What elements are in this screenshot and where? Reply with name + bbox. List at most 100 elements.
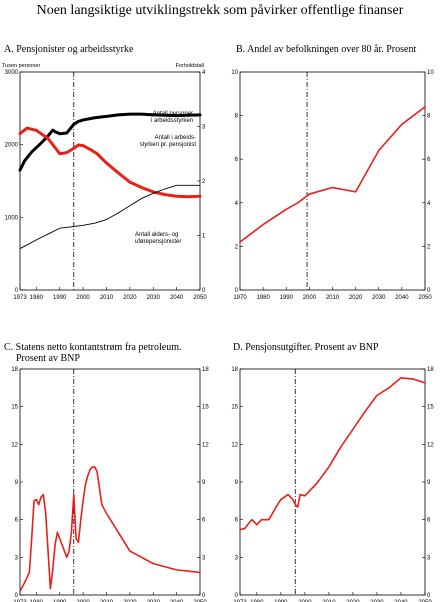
panel-b-series-line-1 <box>239 106 426 243</box>
panel-b-y-tick-label: 4 <box>235 201 239 207</box>
panel-a-x-tick-label: 1980 <box>30 295 44 301</box>
panel-c-y-tick-label: 0 <box>15 593 19 599</box>
panel-d-y-tick-label: 3 <box>235 555 239 561</box>
panel-d-x-tick-label: 2020 <box>346 600 360 602</box>
panel-a-x-tick-label: 2010 <box>100 295 114 301</box>
panel-a-right-tick-label: 0 <box>202 288 206 294</box>
panel-d-x-tick-label: 2000 <box>298 600 312 602</box>
panel-c-right-tick-label: 15 <box>202 405 209 411</box>
panel-c-x-tick-label: 1973 <box>13 600 27 602</box>
panel-c-petroleum-cashflow: C. Statens netto kontantstrøm fra petrol… <box>4 342 209 602</box>
panel-b-right-tick-label: 6 <box>427 157 431 163</box>
panel-a-series-label: Antall personer <box>153 111 193 117</box>
panel-b-share-over-80: B. Andel av befolkningen over 80 år. Pro… <box>231 44 434 301</box>
panel-a-series-label: Antall alders- og <box>135 232 178 238</box>
panel-d-right-tick-label: 12 <box>427 442 434 448</box>
panel-d-y-tick-label: 15 <box>231 405 238 411</box>
panel-c-y-tick-label: 12 <box>11 442 18 448</box>
panel-c-y-tick-label: 3 <box>15 555 19 561</box>
panel-d-y-tick-label: 9 <box>235 480 239 486</box>
panel-c-x-tick-label: 2010 <box>100 600 114 602</box>
panel-a-right-axis-label: Forholdstall <box>176 63 204 69</box>
panel-c-right-tick-label: 3 <box>202 555 206 561</box>
panel-c-right-tick-label: 12 <box>202 442 209 448</box>
panel-a-right-tick-label: 2 <box>202 179 206 185</box>
panel-d-right-tick-label: 18 <box>427 367 434 373</box>
panel-a-series-label: Antall i arbeids- <box>155 135 196 141</box>
panel-a-y-tick-label: 2000 <box>5 143 19 149</box>
panel-b-x-tick-label: 1980 <box>256 295 270 301</box>
panel-b-y-tick-label: 10 <box>231 70 238 76</box>
page-title: Noen langsiktige utviklingstrekk som påv… <box>37 3 404 18</box>
panel-b-right-tick-label: 0 <box>427 288 431 294</box>
panel-a-y-tick-label: 0 <box>15 288 19 294</box>
panel-a-x-tick-label: 1990 <box>53 295 67 301</box>
panel-d-title: D. Pensjonsutgifter. Prosent av BNP <box>233 342 379 353</box>
panel-a-plot-frame <box>19 71 201 291</box>
panel-b-x-tick-label: 2010 <box>326 295 340 301</box>
panel-d-pension-expenditure: D. Pensjonsutgifter. Prosent av BNP 1973… <box>231 342 434 602</box>
panel-b-y-tick-label: 8 <box>235 114 239 120</box>
panel-a-title: A. Pensjonister og arbeidsstyrke <box>4 44 134 55</box>
panel-c-right-tick-label: 18 <box>202 367 209 373</box>
panel-c-x-tick-label: 2030 <box>147 600 161 602</box>
panel-c-series-line-1 <box>19 466 201 593</box>
panel-a-right-tick-label: 1 <box>202 234 206 240</box>
panel-d-plot-frame <box>239 368 426 596</box>
panel-d-right-tick-label: 9 <box>427 480 431 486</box>
panel-b-right-tick-label: 4 <box>427 201 431 207</box>
panel-d-y-tick-label: 6 <box>235 518 239 524</box>
panel-d-x-tick-label: 2030 <box>370 600 384 602</box>
panel-c-x-tick-label: 2000 <box>76 600 90 602</box>
panel-b-x-tick-label: 2020 <box>349 295 363 301</box>
panel-c-x-tick-label: 2040 <box>170 600 184 602</box>
panel-c-y-tick-label: 9 <box>15 480 19 486</box>
panel-a-series-line-3 <box>19 184 201 250</box>
panel-b-x-tick-label: 1990 <box>280 295 294 301</box>
panel-a-x-tick-label: 2020 <box>123 295 137 301</box>
panel-b-right-tick-label: 8 <box>427 114 431 120</box>
panel-d-y-tick-label: 0 <box>235 593 239 599</box>
panel-a-x-tick-label: 2050 <box>193 295 207 301</box>
panel-c-right-tick-label: 9 <box>202 480 206 486</box>
panel-a-right-tick-label: 4 <box>202 70 206 76</box>
panel-b-x-tick-label: 2050 <box>418 295 432 301</box>
panel-d-y-tick-label: 18 <box>231 367 238 373</box>
panel-d-right-tick-label: 0 <box>427 593 431 599</box>
panel-d-right-tick-label: 3 <box>427 555 431 561</box>
panel-b-plot-frame <box>239 71 426 291</box>
panel-a-x-tick-label: 2000 <box>76 295 90 301</box>
panel-a-pensioners-and-workforce: A. Pensjonister og arbeidsstyrke Tusen p… <box>2 44 207 301</box>
panel-d-series-line-1 <box>239 376 426 531</box>
panel-b-right-tick-label: 2 <box>427 244 431 250</box>
panel-b-y-tick-label: 2 <box>235 244 239 250</box>
panel-a-left-axis-label: Tusen personer <box>2 63 40 69</box>
panel-c-right-tick-label: 0 <box>202 593 206 599</box>
panel-a-series-label: styrken pr. pensjonist <box>140 142 197 148</box>
panel-a-series-label: i arbeidsstyrken <box>151 118 193 124</box>
panel-c-plot-frame <box>19 368 201 596</box>
panel-a-y-tick-label: 1000 <box>5 215 19 221</box>
panel-b-y-tick-label: 0 <box>235 288 239 294</box>
panel-a-series-label: uførepensjonister <box>135 239 181 245</box>
panel-c-x-tick-label: 2050 <box>193 600 207 602</box>
panel-a-y-tick-label: 3000 <box>5 70 19 76</box>
panel-d-x-tick-label: 1980 <box>250 600 264 602</box>
panel-d-x-tick-label: 1973 <box>233 600 247 602</box>
panel-a-x-tick-label: 2030 <box>147 295 161 301</box>
panel-b-y-tick-label: 6 <box>235 157 239 163</box>
panel-d-x-tick-label: 2040 <box>394 600 408 602</box>
panel-a-x-tick-label: 2040 <box>170 295 184 301</box>
panel-c-right-tick-label: 6 <box>202 518 206 524</box>
panel-c-y-tick-label: 15 <box>11 405 18 411</box>
panel-c-title-line-1: C. Statens netto kontantstrøm fra petrol… <box>4 342 181 353</box>
panel-b-x-tick-label: 1970 <box>233 295 247 301</box>
panel-b-x-tick-label: 2040 <box>395 295 409 301</box>
panel-d-x-tick-label: 2050 <box>418 600 432 602</box>
panel-d-right-tick-label: 15 <box>427 405 434 411</box>
panel-d-x-tick-label: 1990 <box>274 600 288 602</box>
panel-d-y-tick-label: 12 <box>231 442 238 448</box>
panel-c-y-tick-label: 6 <box>15 518 19 524</box>
panel-a-right-tick-label: 3 <box>202 125 206 131</box>
